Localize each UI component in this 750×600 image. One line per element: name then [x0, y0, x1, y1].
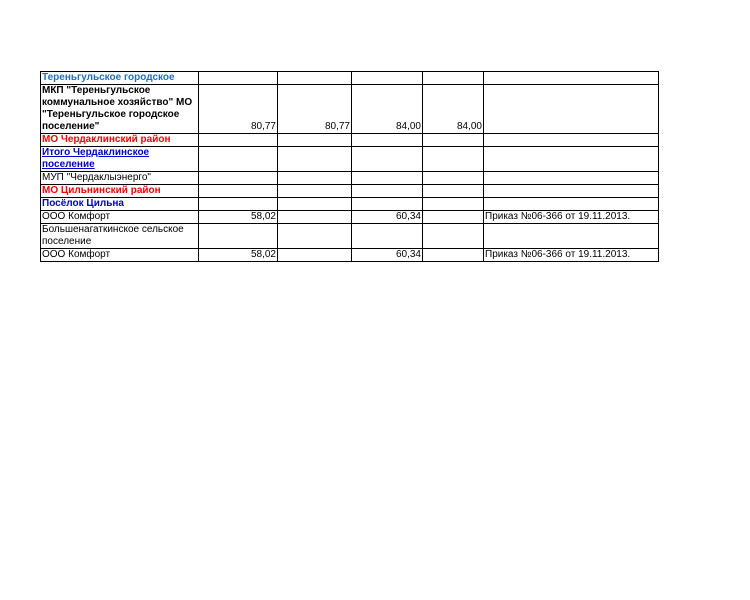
value-cell — [351, 184, 423, 198]
table-row: Посёлок Цильна — [40, 197, 659, 211]
note-cell — [483, 146, 659, 172]
table-row: ООО Комфорт 58,02 60,34 Приказ №06-366 от 1… — [40, 210, 659, 224]
table-row: МО Цильнинский район — [40, 184, 659, 198]
value-cell — [198, 146, 278, 172]
note-cell — [483, 223, 659, 249]
value-cell: 60,34 — [351, 248, 423, 262]
tariff-table: Тереньгульское городское МКП "Тереньгульс… — [40, 71, 659, 262]
value-cell — [198, 133, 278, 147]
row-name-cell: ООО Комфорт — [40, 248, 199, 262]
value-cell — [277, 197, 352, 211]
value-cell — [422, 146, 484, 172]
value-cell — [277, 71, 352, 85]
row-name-cell: Посёлок Цильна — [40, 197, 199, 211]
value-cell — [277, 248, 352, 262]
row-name-cell: Итого Чердаклинское поселение — [40, 146, 199, 172]
value-cell — [198, 184, 278, 198]
value-cell — [422, 248, 484, 262]
value-cell — [198, 171, 278, 185]
row-name-cell: МКП "Тереньгульское коммунальное хозяйст… — [40, 84, 199, 134]
value-cell — [277, 171, 352, 185]
note-cell — [483, 84, 659, 134]
row-name-cell: ООО Комфорт — [40, 210, 199, 224]
value-cell — [351, 146, 423, 172]
row-name-cell: Тереньгульское городское — [40, 71, 199, 85]
value-cell: 58,02 — [198, 248, 278, 262]
value-cell — [351, 197, 423, 211]
table-row: МУП "Чердаклыэнерго" — [40, 171, 659, 185]
note-cell: Приказ №06-366 от 19.11.2013. — [483, 210, 659, 224]
value-cell — [351, 133, 423, 147]
value-cell — [422, 223, 484, 249]
value-cell — [277, 210, 352, 224]
value-cell — [422, 171, 484, 185]
row-name-cell: Большенагаткинское сельское поселение — [40, 223, 199, 249]
row-name-cell: МО Цильнинский район — [40, 184, 199, 198]
value-cell — [422, 133, 484, 147]
note-cell: Приказ №06-366 от 19.11.2013. — [483, 248, 659, 262]
value-cell — [277, 223, 352, 249]
table-row: Большенагаткинское сельское поселение — [40, 223, 659, 249]
value-cell — [198, 71, 278, 85]
value-cell — [351, 171, 423, 185]
value-cell — [351, 71, 423, 85]
value-cell: 84,00 — [351, 84, 423, 134]
value-cell — [422, 71, 484, 85]
table-row: Итого Чердаклинское поселение — [40, 146, 659, 172]
value-cell — [422, 184, 484, 198]
value-cell — [277, 184, 352, 198]
value-cell: 60,34 — [351, 210, 423, 224]
value-cell — [422, 210, 484, 224]
table-row: МО Чердаклинский район — [40, 133, 659, 147]
row-name-cell: МО Чердаклинский район — [40, 133, 199, 147]
value-cell: 84,00 — [422, 84, 484, 134]
note-cell — [483, 133, 659, 147]
value-cell — [198, 197, 278, 211]
value-cell — [277, 146, 352, 172]
value-cell: 58,02 — [198, 210, 278, 224]
table-row: Тереньгульское городское — [40, 71, 659, 85]
value-cell: 80,77 — [277, 84, 352, 134]
table-row: ООО Комфорт 58,02 60,34 Приказ №06-366 от 1… — [40, 248, 659, 262]
note-cell — [483, 197, 659, 211]
value-cell: 80,77 — [198, 84, 278, 134]
row-name-cell: МУП "Чердаклыэнерго" — [40, 171, 199, 185]
note-cell — [483, 171, 659, 185]
table-row: МКП "Тереньгульское коммунальное хозяйст… — [40, 84, 659, 134]
note-cell — [483, 184, 659, 198]
note-cell — [483, 71, 659, 85]
value-cell — [277, 133, 352, 147]
value-cell — [198, 223, 278, 249]
value-cell — [422, 197, 484, 211]
value-cell — [351, 223, 423, 249]
